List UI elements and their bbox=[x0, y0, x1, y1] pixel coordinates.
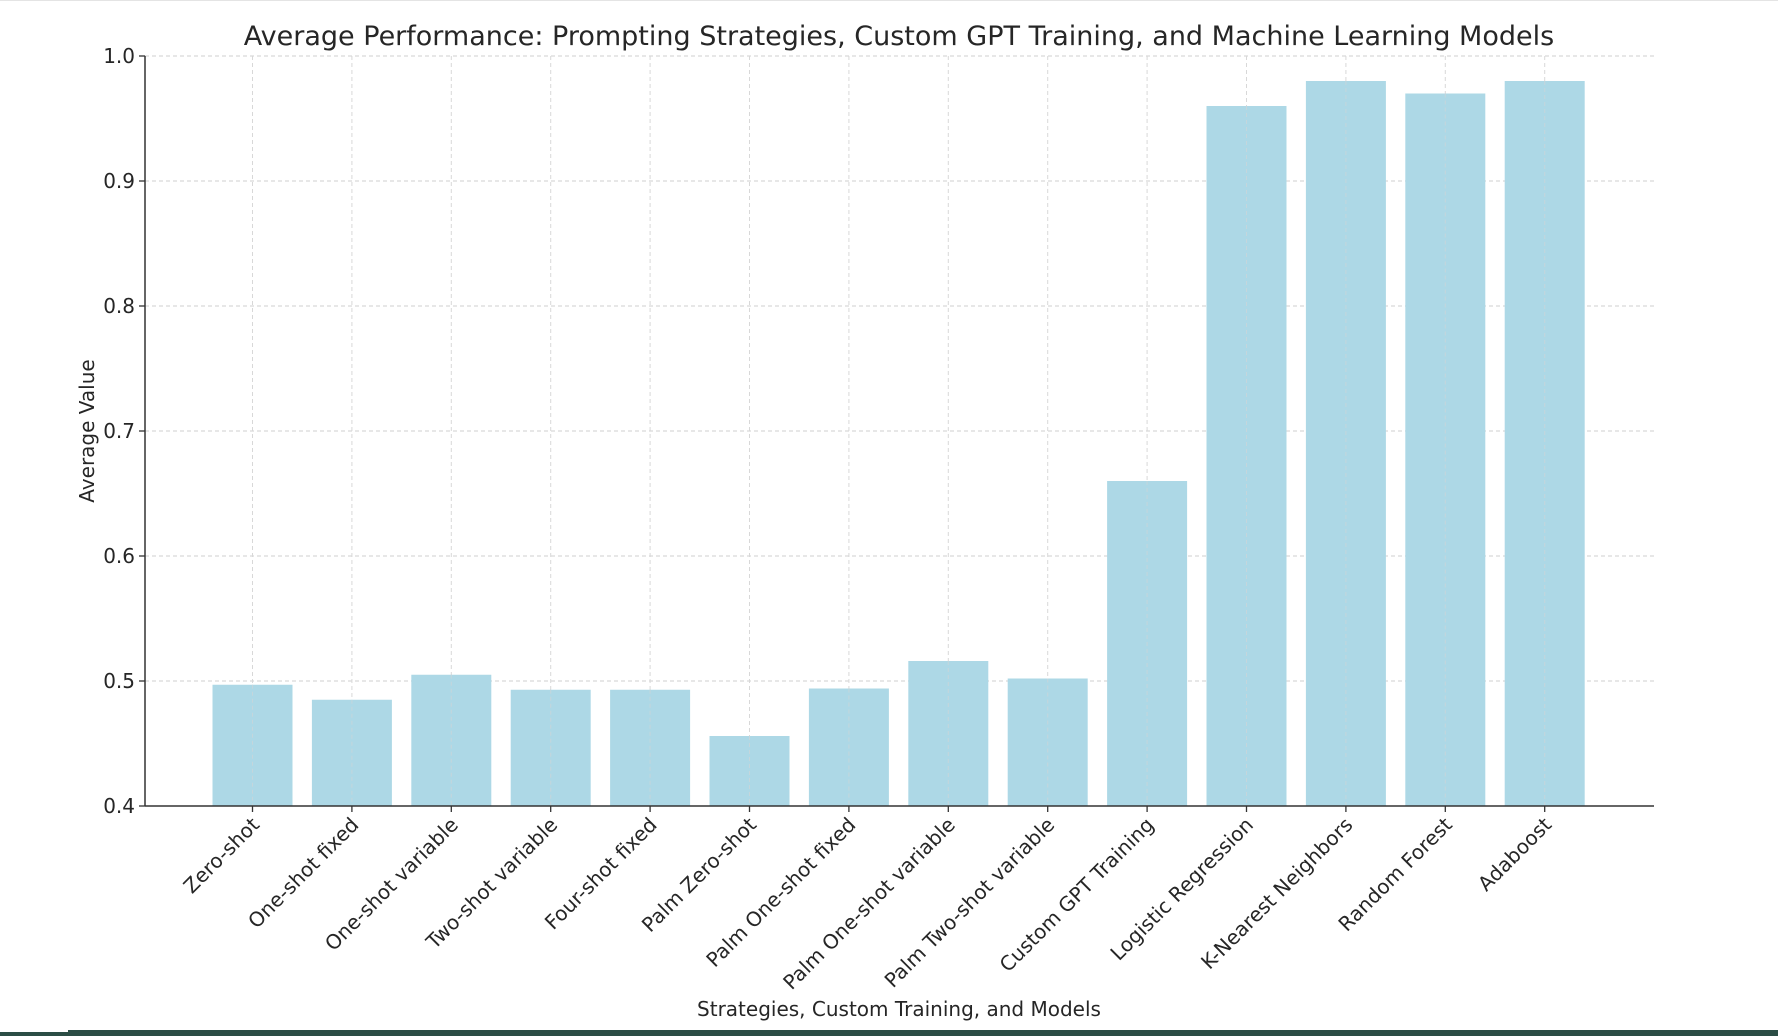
bottom-bar bbox=[0, 1030, 1778, 1036]
x-tick-label: Palm One-shot variable bbox=[778, 813, 960, 995]
y-tick-label: 0.6 bbox=[103, 544, 135, 568]
x-tick-label: Adaboost bbox=[1473, 812, 1556, 895]
bottom-bar-lip bbox=[0, 1030, 68, 1032]
y-axis-label: Average Value bbox=[75, 359, 99, 502]
y-tick-label: 0.8 bbox=[103, 294, 135, 318]
y-tick-label: 0.9 bbox=[103, 169, 135, 193]
bar bbox=[212, 684, 293, 806]
x-tick-label: Palm Two-shot variable bbox=[880, 813, 1060, 993]
x-tick-label: Zero-shot bbox=[179, 812, 265, 898]
y-tick-labels: 0.4 0.5 0.6 0.7 0.8 0.9 1.0 bbox=[103, 44, 145, 818]
bars bbox=[212, 81, 1585, 806]
y-tick-label: 0.4 bbox=[103, 794, 135, 818]
bar bbox=[1405, 93, 1486, 806]
top-rule bbox=[0, 0, 1778, 1]
y-tick-label: 1.0 bbox=[103, 44, 135, 68]
x-axis-label: Strategies, Custom Training, and Models bbox=[697, 997, 1101, 1021]
y-tick-label: 0.5 bbox=[103, 669, 135, 693]
chart-title: Average Performance: Prompting Strategie… bbox=[244, 21, 1554, 52]
y-tick-label: 0.7 bbox=[103, 419, 135, 443]
